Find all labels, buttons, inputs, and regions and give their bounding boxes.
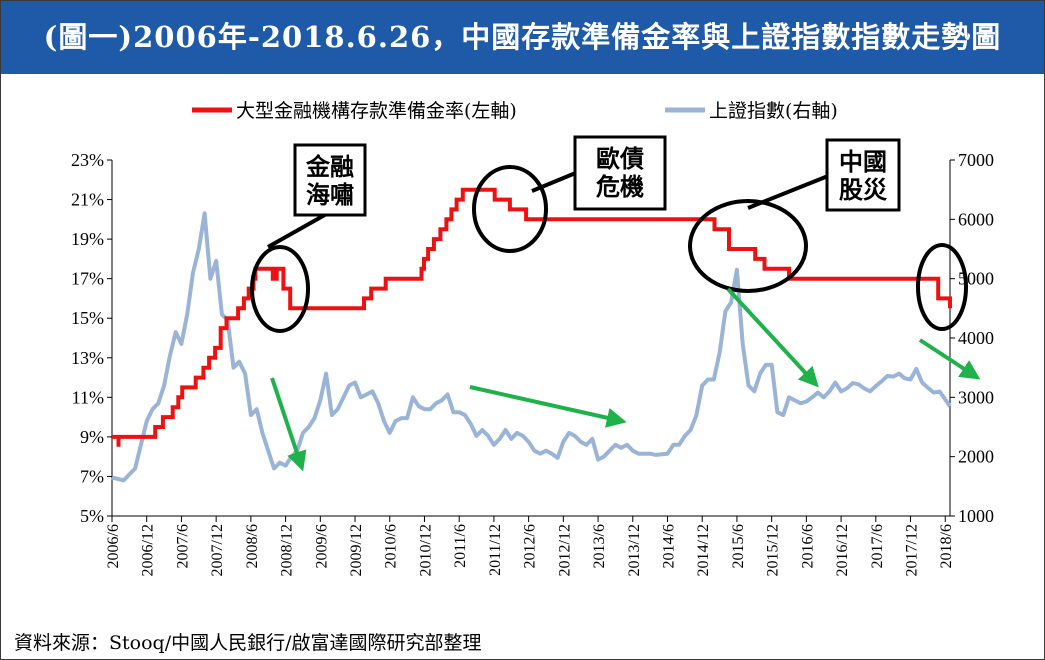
x-axis-tick-label: 2007/12 [209, 524, 226, 576]
x-axis-tick-label: 2013/6 [591, 524, 608, 568]
annotation-circle [472, 165, 548, 253]
x-axis-tick-label: 2012/12 [556, 524, 573, 576]
annotation-pointer [747, 174, 829, 210]
x-axis-tick-label: 2012/6 [522, 524, 539, 568]
annotation-label: 危機 [596, 173, 644, 201]
left-axis-tick-label: 11% [72, 387, 104, 407]
x-axis-tick-label: 2017/6 [869, 524, 886, 568]
left-axis-tick-label: 17% [71, 269, 104, 289]
x-axis-tick-label: 2017/12 [904, 524, 921, 576]
left-axis-tick-label: 15% [71, 308, 104, 328]
left-axis-tick-label: 23% [71, 150, 104, 170]
trend-arrow [469, 385, 627, 428]
source-note: 資料來源：Stooq/中國人民銀行/啟富達國際研究部整理 [14, 632, 482, 654]
x-axis-tick-label: 2018/6 [938, 524, 955, 568]
x-axis-tick-label: 2015/12 [765, 524, 782, 576]
x-axis-tick-label: 2007/6 [174, 524, 191, 568]
title-banner: (圖一)2006年-2018.6.26，中國存款準備金率與上證指數指數走勢圖 [1, 1, 1044, 74]
annotation-circle [250, 245, 310, 333]
annotation-pointer [531, 170, 579, 193]
annotation-label: 金融 [305, 153, 354, 181]
x-axis-tick-label: 2010/12 [417, 524, 434, 576]
trend-arrow [270, 377, 307, 472]
index-series-line [111, 211, 952, 483]
x-axis-tick-label: 2008/6 [244, 524, 261, 568]
annotation-box [293, 143, 367, 217]
rrr-series-line [112, 187, 952, 447]
x-axis-tick-label: 2013/12 [626, 524, 643, 576]
left-axis-tick-label: 19% [71, 229, 104, 249]
right-axis-tick-label: 7000 [958, 150, 994, 170]
legend-label-rrr: 大型金融機構存款準備金率(左軸) [236, 100, 517, 122]
x-axis-tick-label: 2011/12 [487, 524, 504, 576]
annotation-label: 歐債 [596, 145, 644, 173]
annotation-label: 海嘯 [306, 181, 354, 209]
trend-arrow [918, 338, 981, 380]
x-axis-tick-label: 2016/6 [799, 524, 816, 568]
annotation-box [825, 138, 901, 212]
right-axis-tick-label: 6000 [958, 209, 994, 229]
x-axis-tick-label: 2006/12 [140, 524, 157, 576]
annotation-label: 中國 [839, 148, 887, 176]
x-axis-tick-label: 2014/6 [660, 524, 677, 568]
x-axis-tick-label: 2015/6 [730, 524, 747, 568]
annotation-circle [688, 199, 808, 293]
x-axis-tick-label: 2014/12 [695, 524, 712, 576]
left-axis-tick-label: 5% [80, 506, 104, 526]
chart-area: 5% 7% 9% 11% 13% 15% 17% 19% 21% 23% 1000 2000 3000 4… [71, 100, 994, 576]
x-axis-tick-label: 2016/12 [834, 524, 851, 576]
x-axis-tick-label: 2006/6 [105, 524, 122, 568]
chart-title: (圖一)2006年-2018.6.26，中國存款準備金率與上證指數指數走勢圖 [43, 20, 1002, 54]
annotation-circle [916, 243, 968, 331]
right-axis-tick-label: 2000 [958, 447, 994, 467]
annotation-box [573, 135, 667, 211]
trend-arrow [726, 287, 819, 388]
left-axis-tick-label: 9% [80, 427, 104, 447]
annotation-label: 股災 [839, 176, 888, 204]
legend-label-index: 上證指數(右軸) [709, 100, 838, 122]
left-axis-tick-label: 7% [80, 466, 104, 486]
right-axis-tick-label: 4000 [958, 328, 994, 348]
right-axis-tick-label: 3000 [958, 387, 994, 407]
x-axis-tick-label: 2008/12 [279, 524, 296, 576]
right-axis-tick-label: 1000 [958, 506, 994, 526]
x-axis-tick-label: 2010/6 [383, 524, 400, 568]
annotation-pointer [267, 210, 331, 249]
x-axis-tick-label: 2009/12 [348, 524, 365, 576]
x-axis-tick-label: 2011/6 [452, 524, 469, 568]
left-axis-tick-label: 21% [71, 190, 104, 210]
x-axis-tick-label: 2009/6 [313, 524, 330, 568]
left-axis-tick-label: 13% [71, 348, 104, 368]
